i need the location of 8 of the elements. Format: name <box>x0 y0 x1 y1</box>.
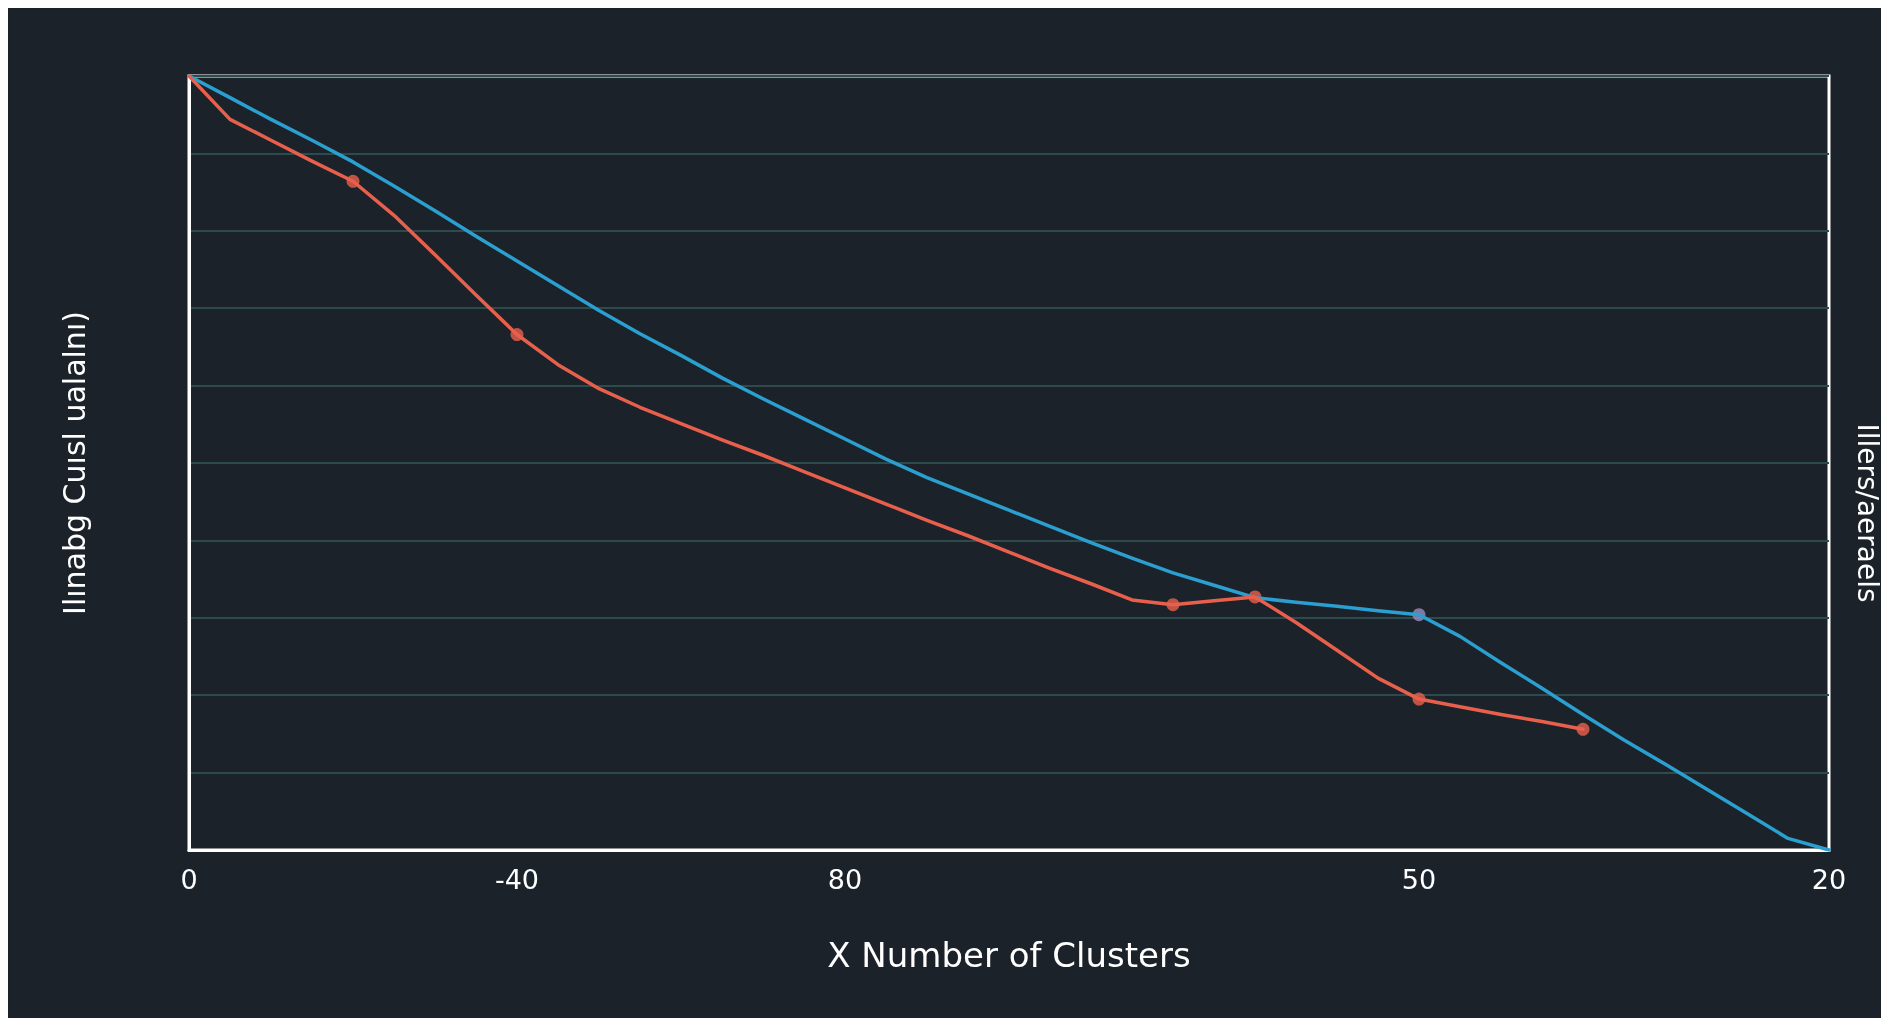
x-tick-label: 80 <box>827 864 863 895</box>
x-tick-label: 20 <box>1811 864 1847 895</box>
x-axis-title: X Number of Clusters <box>827 935 1191 975</box>
x-tick-label: 50 <box>1401 864 1437 895</box>
y2-axis-title: Illers/aeraels <box>1850 423 1884 603</box>
y-axis-title: Ilınabg Cuısl ualalnı) <box>56 311 92 615</box>
x-tick-label: 0 <box>180 864 198 895</box>
x-tick-label: -40 <box>494 864 540 895</box>
